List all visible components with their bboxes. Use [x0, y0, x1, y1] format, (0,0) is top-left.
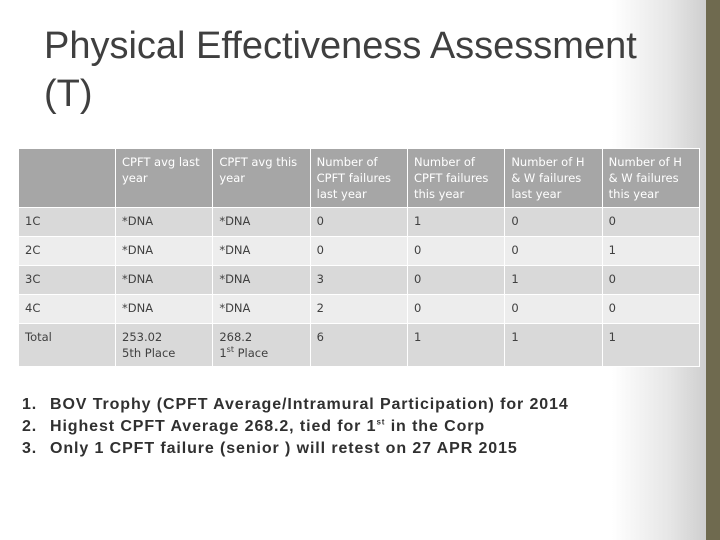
table-cell: *DNA	[114, 207, 214, 237]
table-cell: 0	[601, 265, 701, 295]
cell-line: *DNA	[122, 301, 154, 315]
superscript: st	[226, 345, 234, 355]
cell-line: *DNA	[219, 272, 251, 286]
table-cell: 0	[309, 236, 408, 266]
note-item: 2. Highest CPFT Average 268.2, tied for 1…	[22, 416, 569, 438]
table-cell: 268.2 1st Place	[212, 323, 311, 367]
note-item: 1. BOV Trophy (CPFT Average/Intramural Pa…	[22, 394, 569, 416]
header-cell: Number of H & W failures this year	[601, 148, 701, 208]
note-number: 3.	[22, 440, 38, 457]
table-cell: 253.02 5th Place	[114, 323, 214, 367]
superscript: st	[376, 417, 386, 427]
table-cell: *DNA	[212, 236, 311, 266]
table-cell: 2	[309, 294, 408, 324]
cell-line: 5th Place	[122, 346, 176, 360]
header-cell: CPFT avg this year	[212, 148, 311, 208]
text-part: 1	[219, 346, 227, 360]
table-cell: *DNA	[114, 265, 214, 295]
table-cell: Total	[18, 323, 116, 367]
note-item: 3. Only 1 CPFT failure (senior ) will ret…	[22, 438, 569, 460]
header-cell: Number of CPFT failures this year	[406, 148, 506, 208]
table-cell: 0	[601, 294, 701, 324]
table-cell: *DNA	[212, 265, 311, 295]
table-cell: 0	[309, 207, 408, 237]
table-row: 3C *DNA *DNA 3 0 1 0	[18, 265, 701, 295]
table-cell: 1	[601, 323, 701, 367]
cell-line: *DNA	[122, 214, 154, 228]
table-row: 4C *DNA *DNA 2 0 0 0	[18, 294, 701, 324]
side-strip	[706, 0, 720, 540]
table-cell: 0	[406, 236, 506, 266]
table-row: 2C *DNA *DNA 0 0 0 1	[18, 236, 701, 266]
text-part: Place	[233, 346, 269, 360]
header-corner	[18, 148, 116, 208]
table-cell: 1	[406, 207, 506, 237]
cell-line: *DNA	[219, 301, 251, 315]
cell-line: *DNA	[122, 243, 154, 257]
slide-title: Physical Effectiveness Assessment (T)	[44, 25, 637, 115]
table-cell: 0	[406, 294, 506, 324]
table-cell: 1	[504, 265, 603, 295]
table-cell: 6	[309, 323, 408, 367]
cell-line: 1st Place	[219, 345, 303, 361]
cell-line: *DNA	[122, 272, 154, 286]
table-cell: 1C	[18, 207, 116, 237]
table-cell: 3C	[18, 265, 116, 295]
cell-line: 268.2	[219, 330, 253, 344]
note-number: 1.	[22, 396, 38, 413]
table-cell: 4C	[18, 294, 116, 324]
table-cell: 2C	[18, 236, 116, 266]
table-cell: 0	[504, 207, 603, 237]
text-part: Only 1 CPFT failure (senior ) will retes…	[50, 440, 518, 457]
header-cell: CPFT avg last year	[114, 148, 214, 208]
text-part: Highest CPFT Average 268.2, tied for 1	[50, 418, 377, 435]
table-cell: *DNA	[114, 294, 214, 324]
table-cell: *DNA	[212, 294, 311, 324]
text-part: BOV Trophy (CPFT Average/Intramural Part…	[50, 396, 569, 413]
table-cell: 0	[601, 207, 701, 237]
table-row: Total 253.02 5th Place 268.2 1st Place 6 1 1 1	[18, 323, 701, 367]
table-row: 1C *DNA *DNA 0 1 0 0	[18, 207, 701, 237]
table-cell: *DNA	[114, 236, 214, 266]
table-cell: 3	[309, 265, 408, 295]
cell-line: 253.02	[122, 330, 163, 344]
data-table: CPFT avg last year CPFT avg this year Numb…	[18, 148, 701, 367]
notes-list: 1. BOV Trophy (CPFT Average/Intramural Pa…	[22, 394, 569, 460]
table-cell: 0	[504, 236, 603, 266]
table-cell: 1	[601, 236, 701, 266]
table-cell: 0	[504, 294, 603, 324]
cell-line: *DNA	[219, 243, 251, 257]
header-cell: Number of H & W failures last year	[504, 148, 603, 208]
table-cell: 0	[406, 265, 506, 295]
table-cell: *DNA	[212, 207, 311, 237]
cell-line: *DNA	[219, 214, 251, 228]
text-part: in the Corp	[385, 418, 486, 435]
table-cell: 1	[504, 323, 603, 367]
note-number: 2.	[22, 418, 38, 435]
header-row: CPFT avg last year CPFT avg this year Numb…	[18, 148, 701, 208]
table-cell: 1	[406, 323, 506, 367]
header-cell: Number of CPFT failures last year	[309, 148, 408, 208]
